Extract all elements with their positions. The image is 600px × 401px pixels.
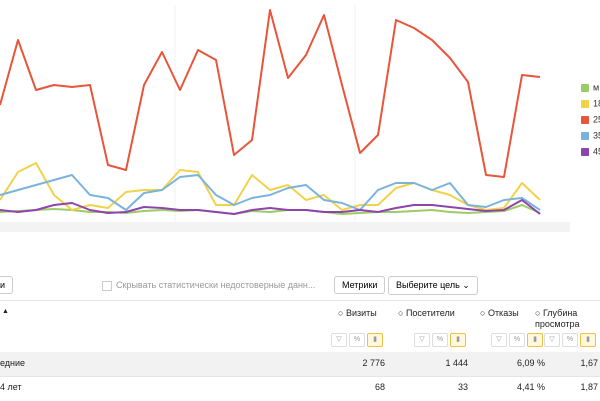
legend-label: м: [593, 82, 599, 92]
bars-icon[interactable]: ▮: [527, 333, 543, 347]
table-cell: 4,41 %: [516, 382, 545, 392]
series-line: [0, 174, 541, 211]
column-header[interactable]: ○ Глубина просмотра: [535, 308, 580, 329]
column-label: Визиты: [345, 308, 377, 318]
filter-icon[interactable]: ▽: [544, 333, 560, 347]
legend-swatch: [581, 84, 589, 92]
sort-indicator: ▲: [2, 308, 9, 315]
table-cell: 6,09 %: [516, 358, 545, 368]
table-cell: 2 776: [362, 358, 385, 368]
goal-label: Выберите цель: [396, 280, 460, 290]
column-header[interactable]: ○ Визиты: [338, 308, 377, 318]
goal-button[interactable]: Выберите цель ⌄: [388, 276, 478, 295]
column-label: Посетители: [405, 308, 455, 318]
series-line: [0, 162, 541, 211]
checkbox-label: Скрывать статистически недостоверные дан…: [116, 280, 316, 290]
filter-icon[interactable]: ▽: [331, 333, 347, 347]
bars-icon[interactable]: ▮: [450, 333, 466, 347]
percent-icon[interactable]: %: [562, 333, 578, 347]
table-cell: 1 444: [445, 358, 468, 368]
column-label: Отказы: [487, 308, 519, 318]
checkbox[interactable]: Скрывать статистически недостоверные дан…: [102, 280, 315, 291]
table-row: [0, 352, 600, 376]
legend-label: 35: [593, 130, 600, 140]
filter-icon[interactable]: ▽: [414, 333, 430, 347]
legend-label: 18: [593, 98, 600, 108]
table-cell: едние: [0, 358, 26, 368]
table-row: [0, 376, 600, 401]
legend-label: 25: [593, 114, 600, 124]
percent-icon[interactable]: %: [432, 333, 448, 347]
table-cell: 4 лет: [0, 382, 22, 392]
filter-icon[interactable]: ▽: [491, 333, 507, 347]
series-line: [0, 9, 541, 178]
percent-icon[interactable]: %: [509, 333, 525, 347]
legend-swatch: [581, 116, 589, 124]
table-cell: 1,87: [580, 382, 598, 392]
bars-icon[interactable]: ▮: [580, 333, 596, 347]
series-line: [0, 204, 541, 215]
chart: м 18 25 35 45: [0, 5, 600, 232]
table-header: [0, 300, 600, 351]
legend-swatch: [581, 100, 589, 108]
table-cell: 33: [457, 382, 468, 392]
series-line: [0, 199, 541, 215]
percent-icon[interactable]: %: [349, 333, 365, 347]
table-cell: 1,67: [580, 358, 598, 368]
legend-label: 45: [593, 146, 600, 156]
button[interactable]: и: [0, 276, 14, 294]
metrics-button[interactable]: Метрики: [334, 276, 386, 294]
column-header[interactable]: ○ Отказы: [480, 308, 519, 318]
range-band: [0, 222, 570, 232]
table-cell: 68: [374, 382, 385, 392]
legend-swatch: [581, 148, 589, 156]
bars-icon[interactable]: ▮: [367, 333, 383, 347]
column-label: Глубина просмотра: [535, 308, 580, 329]
column-header[interactable]: ○ Посетители: [398, 308, 455, 318]
legend-swatch: [581, 132, 589, 140]
